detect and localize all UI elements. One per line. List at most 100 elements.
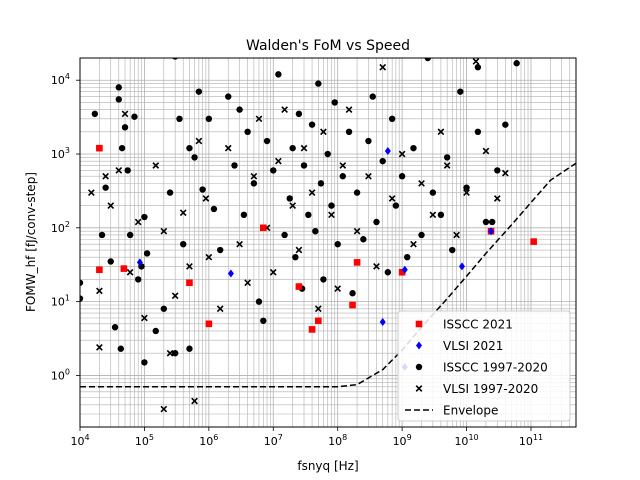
data-point: [231, 162, 238, 169]
data-point: [160, 405, 168, 413]
data-point: [186, 345, 193, 352]
data-point: [463, 189, 470, 196]
data-point: [488, 218, 496, 226]
data-point: [388, 195, 396, 202]
data-point: [365, 172, 372, 180]
data-point: [398, 268, 406, 276]
data-point: [236, 106, 243, 113]
data-point: [263, 137, 271, 145]
data-point: [269, 268, 277, 276]
data-point: [117, 345, 125, 352]
data-point: [250, 172, 258, 180]
data-point: [392, 202, 400, 209]
data-point: [160, 227, 168, 235]
data-point: [115, 167, 123, 174]
data-point: [373, 218, 380, 226]
data-point: [152, 327, 159, 335]
data-point: [141, 314, 148, 322]
legend: ISSCC 2021 VLSI 2021 ISSCC 1997-2020 VLSI 1…: [397, 310, 571, 422]
data-point: [131, 113, 138, 120]
data-point: [418, 231, 425, 239]
data-point: [315, 80, 322, 87]
data-point: [227, 269, 234, 278]
data-point: [115, 84, 122, 91]
data-point: [186, 263, 193, 270]
data-point: [482, 147, 490, 155]
data-point: [91, 110, 99, 118]
data-point: [141, 213, 148, 221]
legend-box: [397, 310, 571, 422]
data-point: [166, 189, 174, 196]
data-point: [166, 349, 174, 357]
data-point: [300, 144, 308, 152]
data-point: [270, 167, 277, 174]
data-point: [121, 124, 129, 131]
data-point: [98, 231, 106, 239]
data-point: [328, 211, 335, 219]
data-point: [179, 209, 187, 217]
data-point: [202, 195, 210, 202]
legend-label: VLSI 2021: [443, 339, 503, 353]
data-point: [443, 154, 451, 161]
y-axis-label: FOMW_hf [fJ/conv-step]: [24, 172, 38, 312]
data-point: [373, 263, 380, 270]
data-point: [379, 63, 387, 71]
data-point: [205, 320, 213, 328]
data-point: [437, 211, 445, 219]
data-point: [236, 240, 243, 248]
legend-swatch-x: [415, 385, 423, 392]
data-point: [410, 240, 417, 248]
data-point: [191, 397, 198, 405]
legend-swatch-diamond: [416, 341, 422, 350]
data-point: [96, 287, 103, 295]
data-point: [360, 236, 367, 243]
data-point: [141, 359, 148, 366]
data-point: [107, 202, 115, 209]
data-point: [418, 180, 425, 187]
data-point: [134, 218, 142, 226]
data-point: [96, 266, 103, 274]
data-point: [345, 106, 353, 113]
data-point: [331, 99, 338, 106]
data-point: [152, 162, 160, 169]
data-point: [295, 110, 303, 118]
data-point: [244, 279, 252, 287]
data-point: [369, 93, 376, 100]
data-point: [501, 169, 509, 177]
legend-label: VLSI 1997-2020: [443, 382, 538, 396]
data-point: [115, 96, 122, 103]
data-point: [191, 154, 198, 161]
data-point: [457, 88, 464, 95]
series-x: [87, 58, 509, 413]
data-point: [143, 250, 151, 257]
data-point: [96, 144, 103, 152]
data-point: [474, 128, 482, 135]
data-point: [102, 172, 110, 180]
data-point: [186, 144, 193, 152]
data-point: [126, 268, 134, 276]
data-point: [205, 115, 213, 123]
data-point: [474, 64, 482, 71]
data-point: [398, 150, 406, 158]
data-point: [384, 146, 391, 155]
data-point: [250, 180, 258, 187]
data-point: [255, 115, 263, 123]
data-point: [345, 128, 353, 135]
data-point: [216, 246, 224, 254]
data-point: [244, 128, 251, 135]
series-circle: [80, 58, 520, 366]
data-point: [281, 106, 288, 113]
data-point: [176, 115, 183, 123]
data-point: [312, 227, 319, 235]
data-point: [289, 202, 297, 209]
plot-area: [80, 58, 576, 413]
data-point: [96, 343, 103, 351]
data-point: [80, 295, 84, 302]
data-point: [124, 167, 131, 174]
data-point: [339, 162, 347, 169]
data-point: [87, 189, 95, 196]
data-point: [305, 211, 312, 219]
data-point: [472, 58, 480, 65]
data-point: [205, 253, 213, 261]
data-point: [458, 262, 465, 271]
